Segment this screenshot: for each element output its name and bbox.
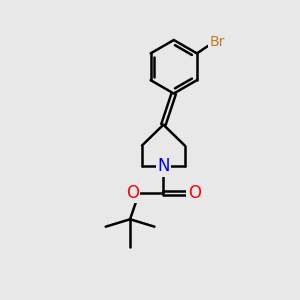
Text: O: O (126, 184, 139, 202)
Text: O: O (188, 184, 201, 202)
Text: Br: Br (209, 34, 224, 49)
Text: N: N (157, 157, 170, 175)
